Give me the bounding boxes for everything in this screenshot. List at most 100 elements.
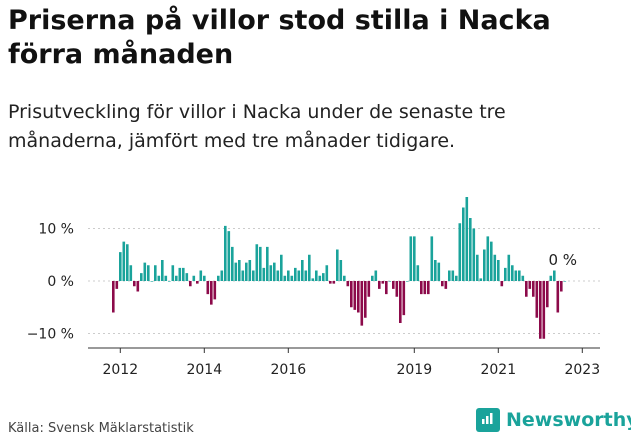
bar bbox=[336, 249, 339, 281]
bar bbox=[469, 218, 472, 281]
bar bbox=[350, 281, 353, 308]
bar bbox=[528, 281, 532, 289]
bar bbox=[248, 260, 252, 281]
bar bbox=[192, 275, 196, 281]
bar bbox=[500, 281, 504, 287]
brand-name: Newsworthy bbox=[506, 409, 631, 431]
axis-labels: 10 % 0 % −10 % 2012 2014 2016 2019 2021 2023 0 % bbox=[27, 222, 600, 379]
bar bbox=[493, 254, 497, 281]
bar-series bbox=[112, 197, 567, 339]
bar bbox=[556, 281, 560, 313]
bar bbox=[490, 241, 493, 282]
bar bbox=[122, 241, 126, 282]
bar bbox=[245, 262, 248, 282]
bar bbox=[203, 275, 206, 281]
bar bbox=[301, 260, 304, 281]
bar bbox=[136, 281, 140, 292]
bar bbox=[308, 254, 311, 281]
bar bbox=[185, 273, 189, 282]
bar bbox=[462, 207, 465, 281]
bar bbox=[196, 281, 199, 284]
source-note: Källa: Svensk Mäklarstatistik bbox=[8, 421, 194, 436]
bar bbox=[157, 275, 161, 281]
bar bbox=[133, 281, 136, 287]
bar bbox=[364, 281, 367, 318]
bar bbox=[357, 281, 360, 313]
bar bbox=[182, 267, 185, 282]
bar bbox=[560, 281, 563, 292]
bar bbox=[227, 231, 231, 282]
bar bbox=[171, 265, 175, 281]
bar bbox=[525, 281, 528, 297]
bar bbox=[262, 267, 266, 282]
bar bbox=[539, 281, 542, 339]
bar bbox=[238, 260, 241, 281]
x-tick-label: 2019 bbox=[396, 362, 432, 378]
bar bbox=[504, 267, 507, 282]
bar bbox=[448, 270, 451, 281]
x-tick-label: 2016 bbox=[270, 362, 306, 378]
bar bbox=[402, 281, 406, 316]
y-tick-label: −10 % bbox=[27, 327, 74, 343]
bar bbox=[161, 260, 164, 281]
bar bbox=[416, 265, 420, 281]
bar bbox=[252, 270, 255, 281]
bar bbox=[542, 281, 546, 339]
bar bbox=[269, 265, 273, 281]
bar bbox=[472, 228, 476, 281]
bar bbox=[189, 281, 192, 287]
bar bbox=[294, 267, 297, 282]
bar bbox=[115, 281, 119, 289]
bar bbox=[427, 281, 430, 295]
bar bbox=[168, 281, 171, 282]
bar bbox=[255, 244, 259, 281]
bar bbox=[409, 236, 413, 282]
chart-subtitle: Prisutveckling för villor i Nacka under … bbox=[8, 101, 506, 152]
bar bbox=[553, 270, 556, 281]
bar bbox=[143, 262, 147, 282]
bar bbox=[444, 281, 448, 289]
bar bbox=[483, 249, 486, 281]
bar bbox=[399, 281, 402, 323]
bar bbox=[371, 275, 374, 281]
bar bbox=[210, 281, 213, 305]
bar-chart: 10 % 0 % −10 % 2012 2014 2016 2019 2021 2023 0 % bbox=[27, 197, 600, 379]
bar bbox=[458, 223, 462, 281]
bar bbox=[451, 270, 455, 281]
bar bbox=[367, 281, 371, 297]
bar bbox=[406, 281, 409, 282]
bar bbox=[549, 275, 553, 281]
x-tick-label: 2012 bbox=[102, 362, 138, 378]
axes bbox=[88, 347, 600, 353]
brand-logo[interactable]: Newsworthy bbox=[476, 408, 631, 432]
bar bbox=[199, 270, 203, 281]
bar bbox=[318, 275, 322, 281]
bar bbox=[479, 278, 483, 282]
bar bbox=[315, 270, 318, 281]
bar bbox=[329, 281, 332, 284]
bar bbox=[119, 252, 122, 282]
bar bbox=[290, 275, 294, 281]
bar bbox=[465, 197, 469, 281]
bar bbox=[297, 270, 301, 281]
bar bbox=[343, 275, 346, 281]
bar bbox=[437, 262, 441, 282]
bar bbox=[434, 260, 437, 281]
bar bbox=[213, 281, 217, 300]
bar bbox=[147, 265, 150, 281]
bar bbox=[532, 281, 535, 297]
bar bbox=[259, 246, 262, 282]
bar bbox=[385, 281, 388, 295]
bar bbox=[395, 281, 399, 297]
bar bbox=[224, 225, 227, 282]
bar bbox=[441, 281, 444, 287]
bar bbox=[476, 254, 479, 281]
bar bbox=[325, 265, 329, 281]
bar bbox=[241, 270, 245, 281]
bar bbox=[164, 275, 168, 281]
bar bbox=[535, 281, 539, 318]
bar bbox=[276, 270, 280, 281]
bar bbox=[304, 270, 308, 281]
bar bbox=[339, 260, 343, 281]
bar bbox=[486, 236, 490, 282]
